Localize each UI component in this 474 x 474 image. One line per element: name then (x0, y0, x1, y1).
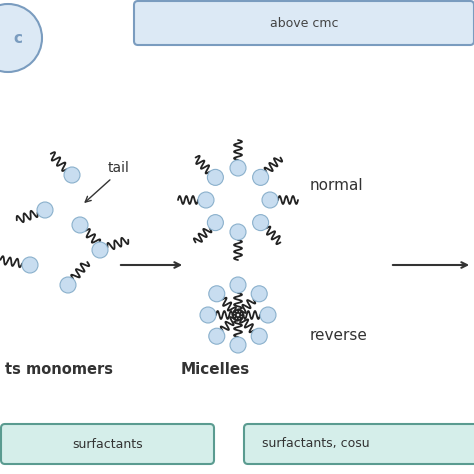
Text: ts monomers: ts monomers (5, 363, 113, 377)
Circle shape (207, 169, 223, 185)
Circle shape (198, 192, 214, 208)
FancyBboxPatch shape (1, 424, 214, 464)
Circle shape (200, 307, 216, 323)
FancyBboxPatch shape (134, 1, 474, 45)
FancyBboxPatch shape (244, 424, 474, 464)
Circle shape (209, 328, 225, 344)
Circle shape (92, 242, 108, 258)
Text: Micelles: Micelles (181, 363, 250, 377)
Circle shape (60, 277, 76, 293)
Circle shape (72, 217, 88, 233)
Circle shape (253, 169, 269, 185)
Circle shape (260, 307, 276, 323)
Text: normal: normal (310, 177, 364, 192)
Circle shape (64, 167, 80, 183)
Circle shape (37, 202, 53, 218)
Text: above cmc: above cmc (270, 17, 338, 29)
Circle shape (262, 192, 278, 208)
Circle shape (209, 286, 225, 302)
Text: c: c (13, 30, 22, 46)
Circle shape (251, 286, 267, 302)
Text: tail: tail (108, 161, 130, 175)
Circle shape (230, 224, 246, 240)
Circle shape (207, 215, 223, 231)
Circle shape (230, 160, 246, 176)
Text: surfactants, cosu: surfactants, cosu (262, 438, 370, 450)
Circle shape (22, 257, 38, 273)
Circle shape (230, 277, 246, 293)
Circle shape (0, 4, 42, 72)
Text: surfactants: surfactants (72, 438, 143, 450)
Circle shape (230, 337, 246, 353)
Circle shape (253, 215, 269, 231)
Circle shape (251, 328, 267, 344)
Text: reverse: reverse (310, 328, 368, 343)
